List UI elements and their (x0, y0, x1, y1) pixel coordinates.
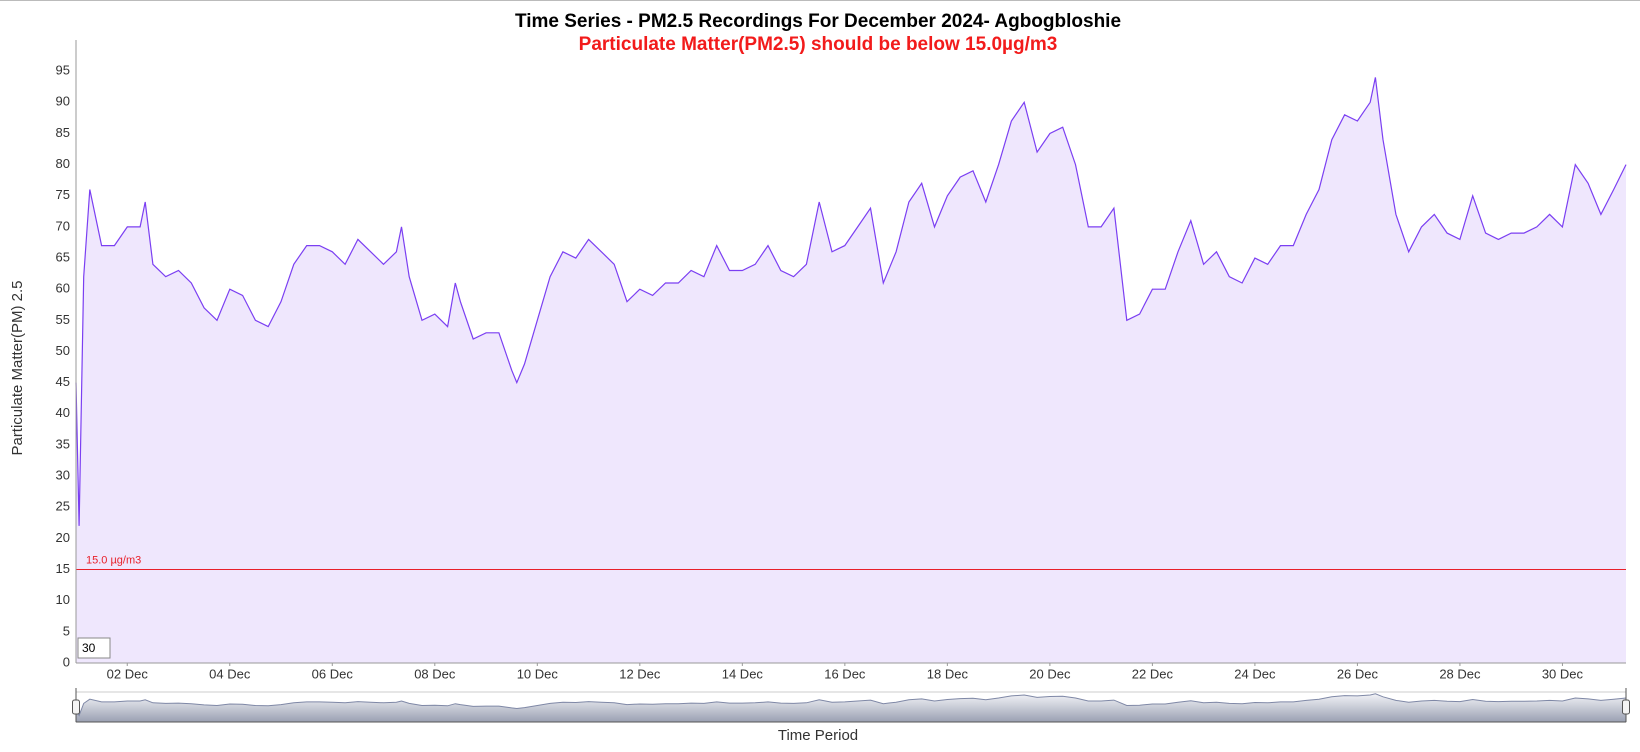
y-tick-label: 5 (63, 623, 70, 638)
x-axis-label: Time Period (778, 727, 858, 744)
y-tick-label: 40 (56, 405, 70, 420)
y-tick-label: 10 (56, 592, 70, 607)
chart-title: Time Series - PM2.5 Recordings For Decem… (515, 11, 1121, 32)
x-tick-label: 18 Dec (927, 666, 969, 681)
navigator-area (76, 693, 1626, 722)
x-tick-label: 04 Dec (209, 666, 251, 681)
y-axis-label: Particulate Matter(PM) 2.5 (9, 280, 26, 455)
y-tick-label: 55 (56, 312, 70, 327)
x-tick-label: 12 Dec (619, 666, 661, 681)
x-tick-label: 02 Dec (107, 666, 149, 681)
y-tick-label: 25 (56, 499, 70, 514)
x-tick-label: 24 Dec (1234, 666, 1276, 681)
y-tick-label: 90 (56, 94, 70, 109)
y-tick-label: 80 (56, 156, 70, 171)
y-tick-label: 70 (56, 218, 70, 233)
y-tick-label: 45 (56, 374, 70, 389)
range-input[interactable] (77, 637, 111, 659)
x-tick-label: 28 Dec (1439, 666, 1481, 681)
y-tick-label: 65 (56, 249, 70, 264)
chart-subtitle: Particulate Matter(PM2.5) should be belo… (579, 34, 1058, 55)
x-tick-label: 26 Dec (1337, 666, 1379, 681)
y-tick-label: 35 (56, 436, 70, 451)
navigator-handle[interactable] (72, 699, 80, 715)
navigator-line (75, 693, 1627, 717)
x-tick-label: 06 Dec (312, 666, 354, 681)
y-tick-label: 20 (56, 530, 70, 545)
x-tick-label: 20 Dec (1029, 666, 1071, 681)
y-tick-label: 95 (56, 63, 70, 78)
y-tick-label: 15 (56, 561, 70, 576)
x-tick-label: 14 Dec (722, 666, 764, 681)
line (75, 77, 1627, 526)
y-tick-label: 30 (56, 468, 70, 483)
y-tick-label: 50 (56, 343, 70, 358)
y-tick-label: 85 (56, 125, 70, 140)
area (76, 77, 1626, 663)
x-tick-label: 08 Dec (414, 666, 456, 681)
x-tick-label: 10 Dec (517, 666, 559, 681)
navigator-handle[interactable] (1622, 699, 1630, 715)
y-tick-label: 60 (56, 281, 70, 296)
y-tick-label: 75 (56, 187, 70, 202)
threshold-label: 15.0 µg/m3 (86, 554, 141, 566)
y-tick-label: 0 (63, 654, 70, 669)
range-input-value: 30 (82, 641, 96, 655)
x-tick-label: 30 Dec (1542, 666, 1584, 681)
x-tick-label: 22 Dec (1132, 666, 1174, 681)
x-tick-label: 16 Dec (824, 666, 866, 681)
